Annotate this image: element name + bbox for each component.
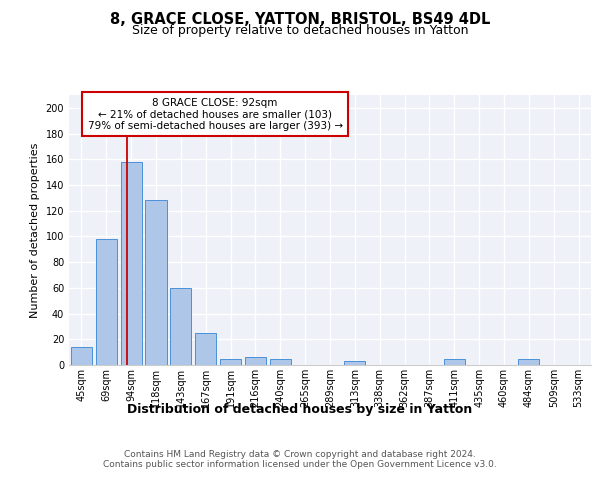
Bar — [145, 200, 167, 365]
Bar — [121, 162, 142, 365]
Bar — [96, 239, 117, 365]
Text: 8, GRACE CLOSE, YATTON, BRISTOL, BS49 4DL: 8, GRACE CLOSE, YATTON, BRISTOL, BS49 4D… — [110, 12, 490, 28]
Bar — [270, 358, 291, 365]
Bar — [245, 358, 266, 365]
Bar — [444, 358, 465, 365]
Bar — [518, 358, 539, 365]
Text: Contains HM Land Registry data © Crown copyright and database right 2024.
Contai: Contains HM Land Registry data © Crown c… — [103, 450, 497, 469]
Text: 8 GRACE CLOSE: 92sqm
← 21% of detached houses are smaller (103)
79% of semi-deta: 8 GRACE CLOSE: 92sqm ← 21% of detached h… — [88, 98, 343, 131]
Bar — [195, 333, 216, 365]
Bar — [170, 288, 191, 365]
Bar — [71, 347, 92, 365]
Bar — [344, 361, 365, 365]
Text: Size of property relative to detached houses in Yatton: Size of property relative to detached ho… — [132, 24, 468, 37]
Y-axis label: Number of detached properties: Number of detached properties — [30, 142, 40, 318]
Bar — [220, 358, 241, 365]
Text: Distribution of detached houses by size in Yatton: Distribution of detached houses by size … — [127, 402, 473, 415]
